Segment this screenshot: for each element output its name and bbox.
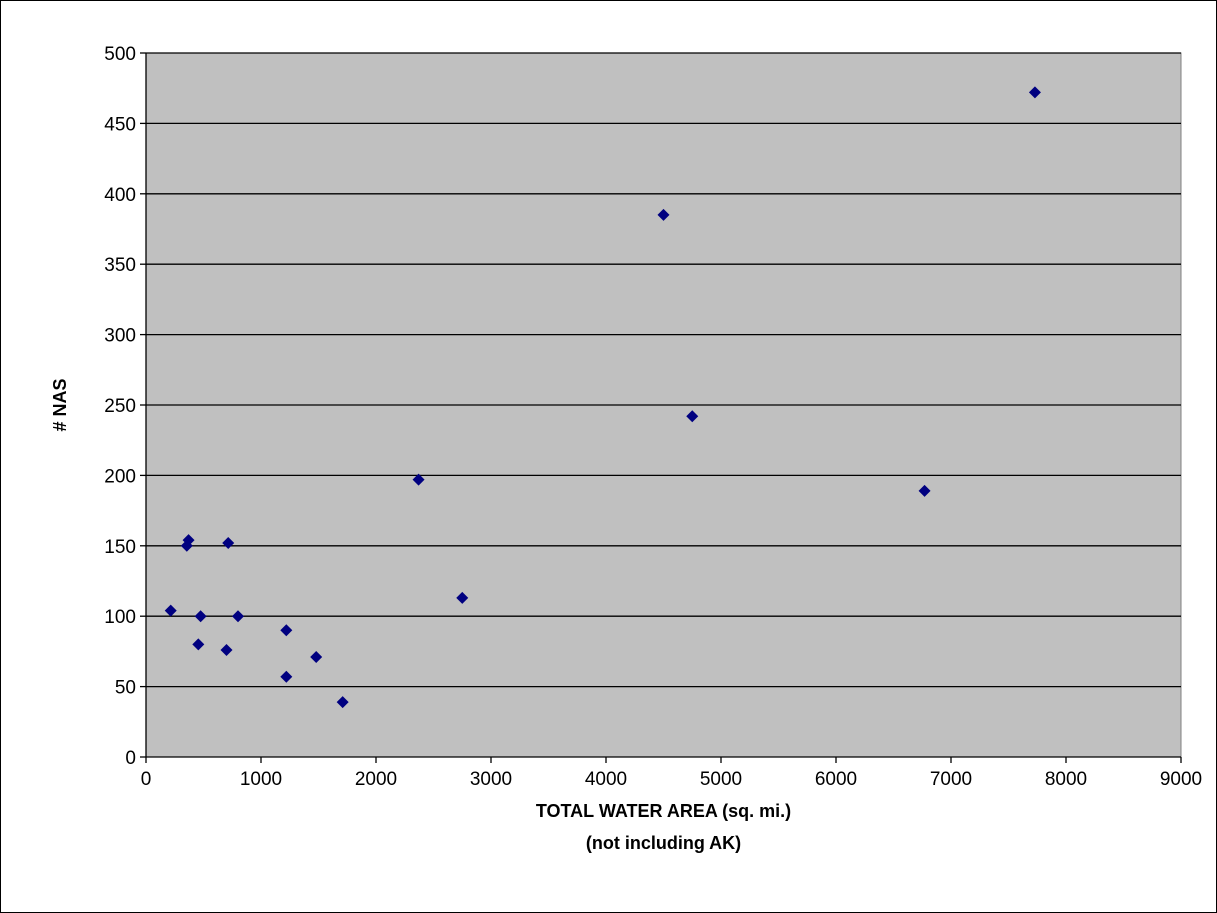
data-point — [280, 670, 293, 683]
data-point — [412, 473, 425, 486]
x-tick-label: 4000 — [585, 769, 627, 790]
data-point — [456, 591, 469, 604]
y-tick-label: 100 — [104, 607, 136, 628]
data-point — [164, 604, 177, 617]
x-tick-label: 3000 — [470, 769, 512, 790]
y-tick-label: 50 — [115, 678, 136, 699]
y-tick-label: 450 — [104, 114, 136, 135]
y-tick-label: 300 — [104, 326, 136, 347]
data-point — [220, 643, 233, 656]
data-point — [336, 696, 349, 709]
data-point — [686, 410, 699, 423]
data-point — [232, 610, 244, 623]
data-point — [280, 624, 293, 637]
y-tick-label: 500 — [104, 44, 136, 65]
y-tick-label: 0 — [125, 748, 136, 769]
x-tick-label: 6000 — [815, 769, 857, 790]
y-axis-label: # NAS — [50, 378, 70, 431]
x-tick-label: 0 — [141, 769, 152, 790]
data-point — [1028, 86, 1041, 99]
data-point — [310, 651, 323, 664]
y-tick-label: 200 — [104, 466, 136, 487]
data-point — [918, 484, 931, 497]
x-axis-label-line-1: TOTAL WATER AREA (sq. mi.) — [536, 801, 791, 821]
y-tick-label: 150 — [104, 537, 136, 558]
data-point — [194, 610, 207, 623]
data-point — [222, 536, 235, 549]
x-tick-label: 7000 — [930, 769, 972, 790]
y-tick-label: 350 — [104, 255, 136, 276]
x-tick-label: 8000 — [1045, 769, 1087, 790]
data-point — [182, 534, 195, 547]
data-points — [164, 86, 1041, 709]
data-point — [192, 638, 205, 651]
x-axis: 0 1000 2000 3000 4000 5000 6000 7000 8000 9000 — [141, 756, 1202, 790]
data-point — [657, 208, 670, 221]
y-axis: 0 50 100 150 200 250 300 350 400 450 500 — [104, 44, 147, 769]
x-tick-label: 5000 — [700, 769, 742, 790]
x-axis-label-line-2: (not including AK) — [586, 833, 741, 853]
gridlines — [146, 52, 1181, 688]
y-tick-label: 400 — [104, 185, 136, 206]
x-tick-label: 1000 — [240, 769, 282, 790]
y-tick-label: 250 — [104, 396, 136, 417]
x-tick-label: 9000 — [1160, 769, 1202, 790]
x-tick-label: 2000 — [355, 769, 397, 790]
